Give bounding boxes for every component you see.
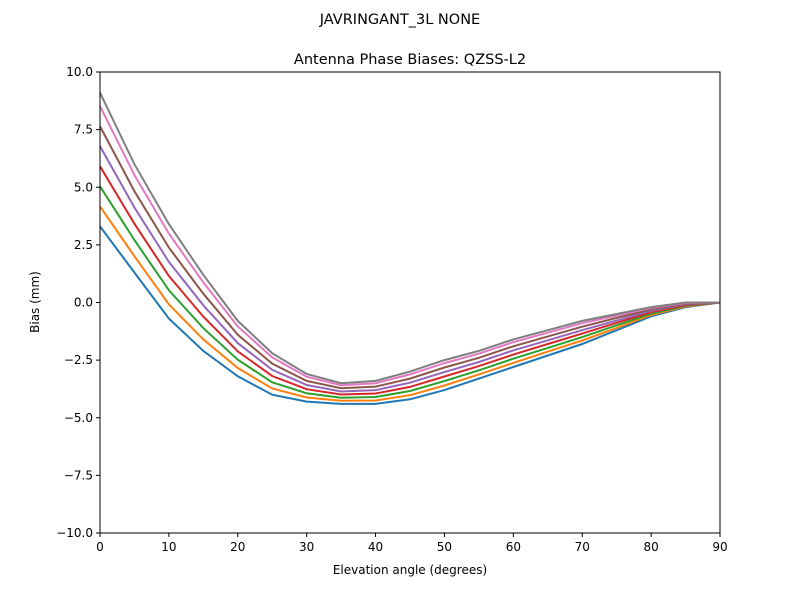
x-tick-label: 20 bbox=[230, 540, 245, 554]
x-tick-label: 30 bbox=[299, 540, 314, 554]
series-line-1 bbox=[99, 205, 721, 402]
plot-frame bbox=[99, 71, 721, 534]
x-tick-label: 50 bbox=[437, 540, 452, 554]
y-tick-label: 5.0 bbox=[74, 180, 93, 194]
y-tick-label: −5.0 bbox=[64, 411, 93, 425]
x-tick-label: 40 bbox=[368, 540, 383, 554]
chart-title: Antenna Phase Biases: QZSS-L2 bbox=[294, 52, 526, 68]
series-line-0 bbox=[99, 225, 721, 405]
x-tick-label: 70 bbox=[575, 540, 590, 554]
x-tick-label: 0 bbox=[96, 540, 104, 554]
y-tick-label: 2.5 bbox=[74, 238, 93, 252]
x-tick-label: 60 bbox=[506, 540, 521, 554]
x-tick-label: 10 bbox=[161, 540, 176, 554]
series-line-6 bbox=[99, 105, 721, 387]
x-axis: 0 10 20 30 40 50 60 70 80 90 bbox=[96, 533, 728, 554]
y-axis: 10.0 7.5 5.0 2.5 0.0 −2.5 −5.0 −7.5 −10.0 bbox=[56, 65, 100, 540]
x-tick-label: 90 bbox=[712, 540, 727, 554]
series-lines bbox=[99, 92, 721, 405]
x-tick-label: 80 bbox=[643, 540, 658, 554]
y-tick-label: 7.5 bbox=[74, 123, 93, 137]
y-axis-label: Bias (mm) bbox=[28, 271, 42, 333]
y-tick-label: 10.0 bbox=[66, 65, 93, 79]
y-tick-label: −10.0 bbox=[56, 526, 93, 540]
series-line-3 bbox=[99, 165, 721, 396]
series-line-5 bbox=[99, 125, 721, 390]
series-line-7 bbox=[99, 92, 720, 385]
y-tick-label: −2.5 bbox=[64, 353, 93, 367]
suptitle: JAVRINGANT_3L NONE bbox=[319, 12, 480, 28]
series-line-2 bbox=[99, 185, 721, 399]
series-line-4 bbox=[99, 145, 721, 393]
y-tick-label: 0.0 bbox=[74, 296, 93, 310]
y-tick-label: −7.5 bbox=[64, 468, 93, 482]
x-axis-label: Elevation angle (degrees) bbox=[333, 563, 487, 577]
